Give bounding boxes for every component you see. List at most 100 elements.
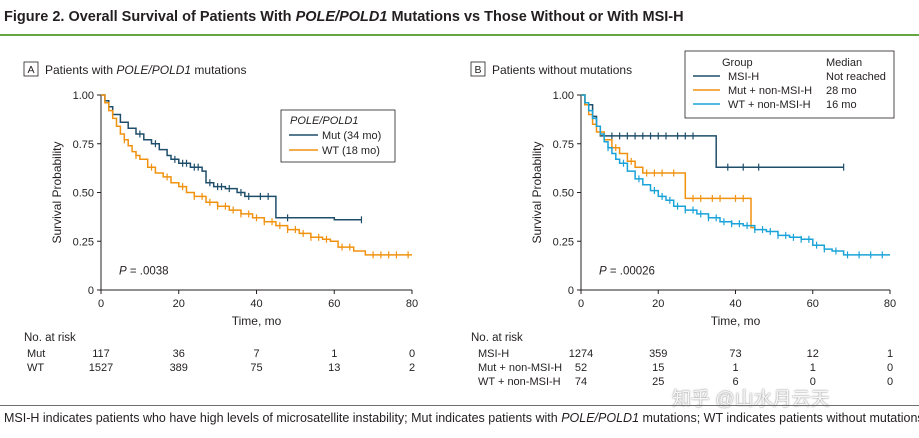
panel-a-legend-label: WT (18 mo) — [322, 145, 380, 157]
panel-a-xlabel: Time, mo — [232, 314, 282, 328]
panel-a-at-risk-value: 389 — [170, 362, 188, 374]
panel-b-at-risk-label: WT + non-MSI-H — [478, 376, 561, 388]
panel-b-legend-median: 28 mo — [826, 85, 857, 97]
panel-b-at-risk-value: 0 — [810, 376, 816, 388]
panel-b-at-risk-value: 6 — [732, 376, 738, 388]
panel-a-ylabel: Survival Probability — [50, 141, 64, 243]
panel-b-p-value-part-1: = .00026 — [607, 266, 655, 278]
panel-a-title-part-1: POLE/POLD1 — [116, 63, 191, 77]
panel-a-title: Patients with POLE/POLD1 mutations — [45, 63, 246, 77]
panel-a-at-risk-value: 1527 — [89, 362, 113, 374]
panel-b-at-risk-label: MSI-H — [478, 348, 509, 360]
panel-a-at-risk-value: 36 — [173, 348, 185, 360]
footnote-suffix: mutations; WT indicates patients without… — [639, 411, 919, 425]
panel-a-xtick-label: 60 — [328, 298, 340, 310]
panel-b-xtick-label: 80 — [884, 298, 896, 310]
panel-b-title: Patients without mutations — [492, 63, 632, 77]
panel-b-at-risk-header: No. at risk — [471, 332, 523, 344]
panel-b-ytick-label: 0.75 — [553, 139, 574, 151]
panel-a-at-risk-header: No. at risk — [24, 332, 76, 344]
panel-a-badge — [23, 61, 39, 77]
panel-b-at-risk-value: 359 — [649, 348, 667, 360]
panel-b-ytick-label: 0 — [568, 285, 574, 297]
panel-a-xtick-label: 20 — [173, 298, 185, 310]
panel-a-at-risk-value: 0 — [409, 348, 415, 360]
panel-b-legend-label: WT + non-MSI-H — [728, 99, 811, 111]
panel-a-letter: A — [27, 64, 34, 76]
panel-b-ytick-label: 0.25 — [553, 236, 574, 248]
footnote-gene: POLE/POLD1 — [561, 411, 640, 425]
panel-a-ytick-label: 0.50 — [73, 188, 94, 200]
panel-a-xtick-label: 40 — [250, 298, 262, 310]
panel-a-series-wt_a — [101, 94, 412, 256]
panel-b-at-risk-value: 1 — [810, 362, 816, 374]
panel-b-ytick-label: 1.00 — [553, 90, 574, 102]
panel-b-p-value: P = .00026 — [599, 266, 655, 278]
footnote-rule — [0, 405, 919, 406]
panel-b-p-value-part-0: P — [599, 266, 607, 278]
panel-b-xlabel: Time, mo — [711, 314, 761, 328]
panel-a-at-risk-value: 75 — [250, 362, 262, 374]
panel-b-xtick-label: 20 — [652, 298, 664, 310]
panel-b-letter: B — [474, 64, 481, 76]
panel-b-at-risk-value: 0 — [887, 362, 893, 374]
panel-b-at-risk-value: 0 — [887, 376, 893, 388]
panel-a-title-part-0: Patients with — [45, 63, 116, 77]
panel-b-xtick-label: 0 — [578, 298, 584, 310]
panel-a-p-value-part-1: = .0038 — [127, 266, 169, 278]
panel-a-legend-box — [280, 109, 396, 163]
panel-b-legend-label: MSI-H — [728, 71, 759, 83]
panel-a-ytick-label: 1.00 — [73, 90, 94, 102]
panel-b-ylabel: Survival Probability — [530, 141, 544, 243]
panel-b-series-wt_b — [581, 94, 890, 256]
panel-b-legend-median-header: Median — [826, 57, 862, 69]
figure-title-prefix: Figure 2. Overall Survival of Patients W… — [4, 9, 296, 25]
panel-a-legend-title: POLE/POLD1 — [290, 115, 358, 127]
panel-a-p-value: P = .0038 — [119, 266, 169, 278]
panel-a-at-risk-label: Mut — [27, 348, 45, 360]
panel-b-legend-group-header: Group — [722, 57, 753, 69]
panel-a-at-risk-value: 13 — [328, 362, 340, 374]
panel-b-at-risk-value: 74 — [575, 376, 587, 388]
panel-a-at-risk-value: 1 — [331, 348, 337, 360]
panel-a-legend: POLE/POLD1 Mut (34 mo) WT (18 mo) — [280, 109, 396, 163]
panel-b-at-risk-label: Mut + non-MSI-H — [478, 362, 562, 374]
panel-a-title-part-2: mutations — [191, 63, 246, 77]
panel-b-ytick-label: 0.50 — [553, 188, 574, 200]
panel-b-legend-box — [684, 50, 895, 119]
watermark: 知乎 @山水月云天 — [672, 389, 830, 410]
panel-a-at-risk-value: 117 — [92, 348, 110, 360]
panel-a-ytick-label: 0.25 — [73, 236, 94, 248]
panel-b-badge — [470, 61, 486, 77]
figure-title-gene: POLE/POLD1 — [295, 9, 388, 25]
panel-b-at-risk-value: 12 — [807, 348, 819, 360]
panel-b-at-risk-value: 1 — [887, 348, 893, 360]
footnote-prefix: MSI-H indicates patients who have high l… — [4, 411, 562, 425]
figure-title: Figure 2. Overall Survival of Patients W… — [4, 9, 684, 25]
panel-b-legend-median: 16 mo — [826, 99, 857, 111]
panel-a-legend-label: Mut (34 mo) — [322, 130, 381, 142]
panel-a-xtick-label: 80 — [406, 298, 418, 310]
panel-b-series-mut_b — [581, 94, 755, 229]
panel-b-at-risk-value: 52 — [575, 362, 587, 374]
panel-a-ytick-label: 0.75 — [73, 139, 94, 151]
panel-a-xtick-label: 0 — [98, 298, 104, 310]
panel-b-xtick-label: 40 — [729, 298, 741, 310]
panel-a-at-risk-value: 2 — [409, 362, 415, 374]
panel-b-at-risk-value: 1274 — [569, 348, 593, 360]
panel-b-at-risk-value: 25 — [652, 376, 664, 388]
panel-b-legend: Group Median MSI-H Not reached Mut + non-MSI… — [684, 50, 895, 119]
figure-title-suffix: Mutations vs Those Without or With MSI-H — [387, 9, 684, 25]
panel-b-legend-median: Not reached — [826, 71, 886, 83]
footnote: MSI-H indicates patients who have high l… — [4, 411, 919, 425]
panel-b-at-risk-value: 1 — [732, 362, 738, 374]
panel-b-at-risk-value: 73 — [729, 348, 741, 360]
panel-a-ytick-label: 0 — [88, 285, 94, 297]
title-rule — [0, 34, 919, 36]
panel-a-at-risk-value: 7 — [253, 348, 259, 360]
panel-b-at-risk-value: 15 — [652, 362, 664, 374]
panel-a-p-value-part-0: P — [119, 266, 127, 278]
panel-a-at-risk-label: WT — [27, 362, 44, 374]
panel-b-legend-label: Mut + non-MSI-H — [728, 85, 812, 97]
